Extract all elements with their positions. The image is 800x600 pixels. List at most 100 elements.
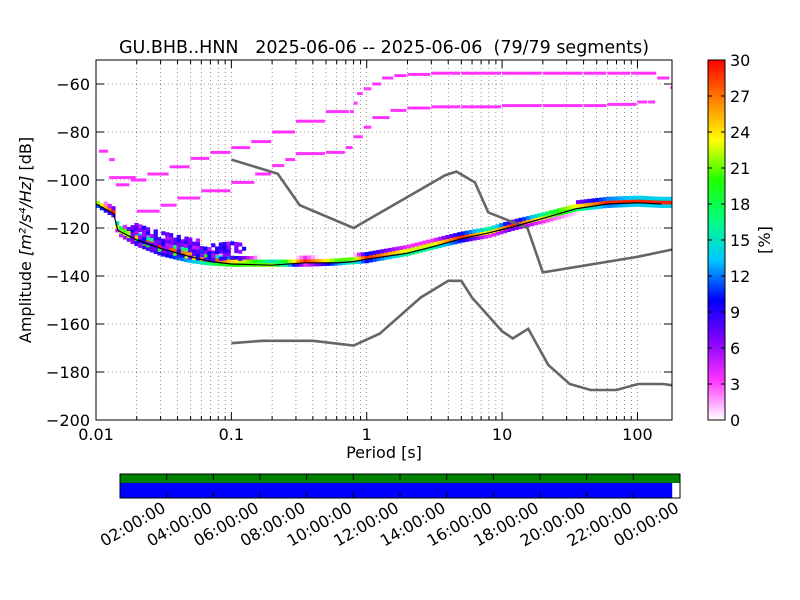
histogram-cell: [142, 233, 147, 238]
histogram-cell: [192, 241, 197, 246]
histogram-cell: [587, 202, 592, 207]
histogram-cell: [522, 216, 527, 221]
histogram-cell: [161, 238, 166, 243]
colorbar-ticks: 0 3 6 9 12 15 18 21 24 27 30: [708, 51, 750, 430]
histogram-cell: [591, 202, 596, 207]
histogram-cell: [218, 242, 224, 247]
histogram-cell: [391, 250, 396, 255]
histogram-cell: [142, 236, 147, 241]
histogram-cell: [234, 252, 239, 256]
histogram-cell: [399, 245, 404, 250]
histogram-cell: [253, 259, 258, 264]
histogram-cell: [368, 251, 373, 256]
histogram-cell: [568, 212, 573, 217]
histogram-cell: [645, 196, 650, 201]
histogram-cell: [161, 231, 166, 236]
histogram-cell: [652, 200, 658, 205]
histogram-cell: [176, 252, 181, 257]
histogram-cell: [138, 235, 143, 240]
histogram-cell: [318, 262, 323, 267]
histogram-cell: [184, 247, 189, 252]
histogram-cell: [161, 249, 166, 254]
histogram-cell: [334, 254, 339, 259]
histogram-cell: [284, 255, 289, 260]
histogram-cell: [633, 206, 638, 211]
histogram-cell: [357, 252, 362, 257]
histogram-cell: [614, 207, 619, 212]
histogram-cell: [134, 222, 139, 227]
outlier-streak: [407, 106, 431, 110]
x-tick-label: 1: [362, 425, 372, 444]
histogram-cell: [226, 248, 231, 253]
histogram-cell: [345, 260, 350, 265]
histogram-cell: [656, 203, 661, 208]
histogram-cell: [130, 229, 135, 234]
histogram-cell: [372, 254, 377, 259]
histogram-cell: [418, 241, 423, 246]
mode-line: [96, 202, 662, 266]
outlier-streak: [542, 71, 583, 75]
histogram-cell: [387, 255, 393, 260]
histogram-cell: [499, 226, 504, 231]
histogram-cell: [526, 219, 531, 224]
histogram-cell: [134, 226, 139, 231]
histogram-cell: [349, 253, 354, 258]
histogram-cell: [545, 218, 550, 223]
histogram-cell: [480, 235, 485, 240]
histogram-cell: [652, 203, 658, 208]
histogram-cell: [664, 200, 669, 205]
histogram-cell: [330, 254, 335, 259]
histogram-cell: [211, 250, 216, 255]
histogram-cell: [268, 259, 274, 264]
histogram-cell: [625, 203, 631, 208]
histogram-cell: [192, 245, 197, 250]
histogram-cell: [526, 215, 531, 220]
histogram-cell: [149, 234, 154, 239]
outlier-streak: [363, 125, 372, 129]
histogram-cell: [99, 202, 105, 207]
histogram-cell: [176, 238, 181, 243]
histogram-cell: [207, 250, 212, 255]
histogram-cell: [241, 255, 247, 260]
histogram-cell: [322, 258, 327, 263]
histogram-cell: [648, 203, 654, 208]
histogram-cell: [153, 243, 158, 248]
histogram-cell: [449, 241, 454, 246]
histogram-cell: [464, 237, 469, 242]
histogram-cell: [165, 253, 170, 258]
histogram-cell: [491, 232, 496, 237]
histogram-cell: [199, 260, 204, 265]
histogram-cell: [395, 246, 400, 251]
histogram-cell: [188, 251, 193, 256]
histogram-cell: [648, 207, 654, 212]
histogram-cell: [215, 250, 220, 255]
histogram-cell: [560, 207, 565, 212]
histogram-cell: [403, 252, 408, 257]
histogram-cell: [387, 251, 393, 256]
histogram-cell: [614, 196, 619, 201]
outlier-streak: [295, 152, 325, 156]
histogram-cell: [380, 252, 385, 257]
histogram-cloud: [96, 71, 672, 267]
histogram-cell: [648, 196, 654, 201]
histogram-cell: [96, 196, 101, 201]
histogram-cell: [241, 252, 247, 256]
histogram-cell: [368, 258, 373, 263]
outlier-streak: [231, 180, 255, 184]
histogram-cell: [491, 225, 496, 230]
histogram-cell: [422, 247, 427, 252]
histogram-cell: [311, 258, 316, 263]
histogram-cell: [403, 248, 408, 253]
outlier-streak: [390, 108, 407, 112]
histogram-cell: [241, 246, 247, 251]
histogram-cell: [430, 238, 435, 243]
histogram-cell: [153, 232, 158, 237]
histogram-cell: [560, 214, 565, 219]
histogram-cell: [629, 203, 634, 208]
histogram-cell: [111, 209, 116, 214]
histogram-cell: [610, 200, 615, 205]
y-axis-label: Amplitude [m²/s⁴/Hz] [dB]: [16, 137, 35, 343]
histogram-cell: [180, 250, 185, 255]
histogram-cell: [652, 196, 658, 201]
